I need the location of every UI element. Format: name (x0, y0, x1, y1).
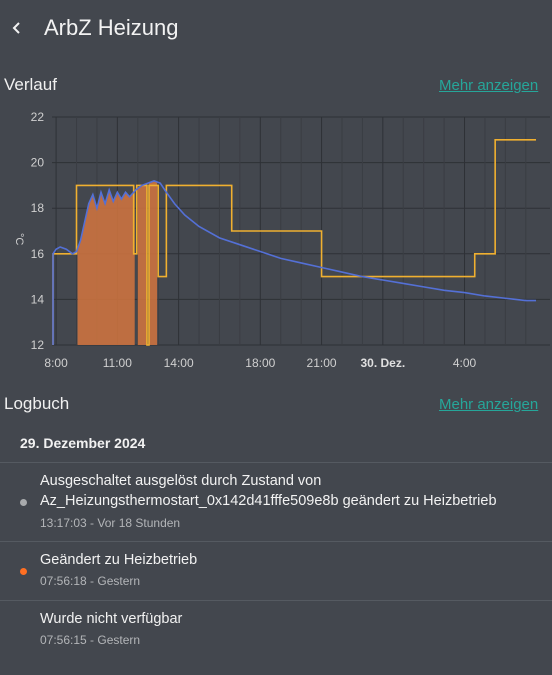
x-tick-label: 21:00 (307, 356, 337, 370)
x-tick-label: 18:00 (245, 356, 275, 370)
logbook-entry[interactable]: Geändert zu Heizbetrieb 07:56:18 - Geste… (0, 542, 552, 600)
y-tick-label: 20 (31, 156, 45, 170)
heating-area (137, 183, 147, 345)
target-line (52, 139, 536, 346)
status-dot (20, 499, 27, 506)
chevron-left-icon (12, 22, 20, 34)
logbook-entry-line1: Geändert zu Heizbetrieb (40, 552, 198, 568)
x-tick-label: 30. Dez. (360, 356, 405, 370)
logbook-entry-line1: Wurde nicht verfügbar (40, 611, 183, 627)
x-tick-label: 11:00 (103, 356, 132, 370)
logbook-entry-line2: Az_Heizungsthermostart_0x142d41fffe509e8… (40, 493, 497, 509)
app-header: ArbZ Heizung (0, 0, 552, 56)
logbook-entry-meta: 13:17:03 - Vor 18 Stunden (40, 516, 181, 530)
history-more-link[interactable]: Mehr anzeigen (439, 77, 539, 94)
heating-series (77, 180, 158, 345)
logbook-section-title: Logbuch (4, 394, 70, 413)
divider (0, 541, 552, 542)
x-tick-label: 4:00 (453, 356, 477, 370)
back-button[interactable] (6, 14, 28, 42)
logbook-entry-meta: 07:56:15 - Gestern (40, 633, 141, 647)
x-tick-label: 14:00 (164, 356, 194, 370)
heating-area (77, 189, 135, 345)
y-tick-label: 12 (31, 338, 45, 352)
logbook-entry-line1: Ausgeschaltet ausgelöst durch Zustand vo… (40, 473, 322, 489)
chart-series (52, 139, 536, 346)
x-axis: 8:00 11:00 14:00 18:00 21:00 30. Dez. 4:00 (44, 356, 476, 370)
y-axis-label: °C (13, 233, 25, 245)
history-section-title: Verlauf (4, 75, 57, 94)
logbook-date-heading: 29. Dezember 2024 (20, 435, 146, 451)
y-tick-label: 16 (31, 247, 45, 261)
page-title: ArbZ Heizung (44, 15, 179, 40)
y-axis: 12 14 16 18 20 22 (31, 110, 45, 352)
logbook-entry-meta: 07:56:18 - Gestern (40, 574, 141, 588)
current-line (52, 179, 536, 345)
heating-area (149, 180, 158, 345)
logbook-entry[interactable]: Ausgeschaltet ausgelöst durch Zustand vo… (0, 463, 552, 541)
divider (0, 600, 552, 601)
y-tick-label: 14 (31, 292, 45, 306)
logbook-more-link[interactable]: Mehr anzeigen (439, 396, 539, 413)
status-dot (20, 568, 27, 575)
y-tick-label: 18 (31, 201, 45, 215)
history-chart[interactable]: 12 14 16 18 20 22 8:00 11:00 14:00 18:00 21:00 30.… (0, 100, 552, 400)
logbook-entry[interactable]: Wurde nicht verfügbar 07:56:15 - Gestern (0, 601, 552, 659)
y-tick-label: 22 (31, 110, 45, 124)
x-tick-label: 8:00 (44, 356, 68, 370)
divider (0, 462, 552, 463)
